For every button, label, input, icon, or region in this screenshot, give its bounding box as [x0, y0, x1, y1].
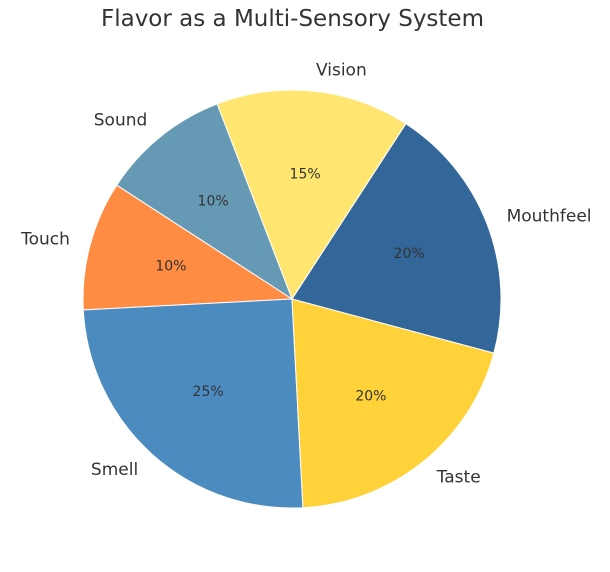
slice-label-taste: Taste — [436, 468, 481, 488]
pie-slice-sound — [116, 103, 294, 301]
pie-slice-smell — [82, 298, 304, 509]
slice-percent-smell: 25% — [193, 384, 224, 400]
slice-percent-sound: 10% — [198, 194, 229, 210]
slice-percent-touch: 10% — [155, 259, 186, 275]
slice-label-vision: Vision — [316, 60, 367, 80]
slice-percent-vision: 15% — [290, 166, 321, 182]
slice-percent-mouthfeel: 20% — [394, 246, 425, 262]
slice-percent-taste: 20% — [355, 389, 386, 405]
pie-slice-vision — [216, 89, 407, 301]
chart-title: Flavor as a Multi-Sensory System — [100, 6, 484, 32]
pie-slice-taste — [291, 298, 495, 509]
slice-label-sound: Sound — [94, 110, 148, 130]
slice-label-smell: Smell — [91, 460, 138, 480]
pie-slice-touch — [82, 184, 294, 311]
pie-slice-mouthfeel — [291, 123, 502, 354]
slice-label-mouthfeel: Mouthfeel — [507, 207, 592, 227]
slice-label-touch: Touch — [20, 230, 70, 250]
